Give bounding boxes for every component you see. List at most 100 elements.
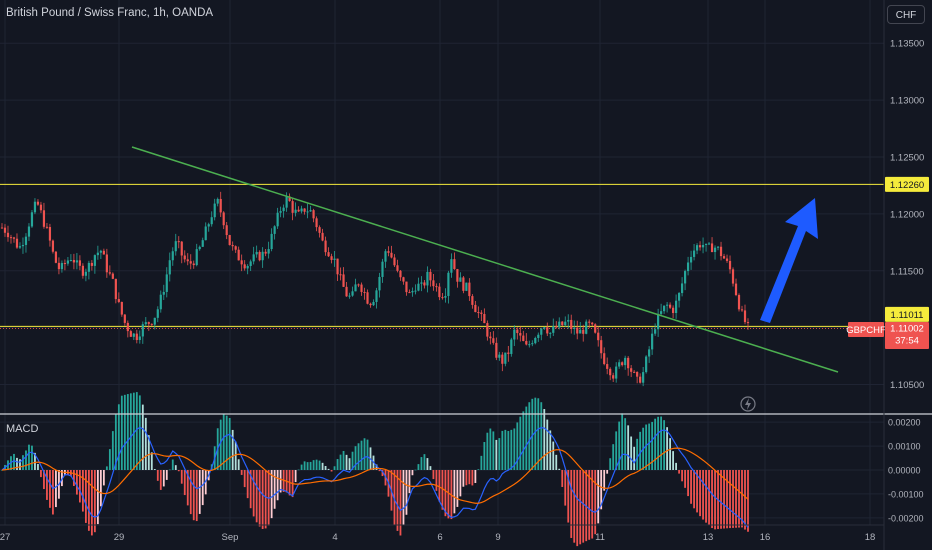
candle-body — [231, 245, 234, 247]
macd-histogram-bar — [240, 470, 243, 475]
macd-histogram-bar — [234, 441, 237, 470]
macd-histogram-bar — [435, 470, 438, 491]
candle-body — [336, 258, 339, 275]
support-badge: 1.11011 — [891, 310, 924, 321]
macd-histogram-bar — [147, 435, 150, 470]
candle-body — [45, 226, 49, 228]
macd-histogram-bar — [381, 470, 384, 477]
candle-body — [695, 245, 699, 251]
candle-body — [680, 283, 684, 294]
macd-histogram-bar — [231, 429, 234, 470]
macd-histogram-bar — [633, 446, 636, 470]
candle-body — [204, 226, 207, 241]
macd-histogram-bar — [138, 395, 141, 470]
trendline[interactable] — [131, 146, 839, 412]
candle-body — [183, 255, 186, 260]
time-tick-label: 18 — [865, 532, 876, 543]
chart-title: British Pound / Swiss Franc, 1h, OANDA — [6, 7, 214, 19]
candle-body — [63, 263, 67, 265]
candle-body — [378, 276, 381, 291]
candle-body — [588, 321, 591, 323]
macd-histogram-bar — [46, 470, 48, 500]
candle-body — [573, 327, 576, 329]
macd-histogram-bar — [432, 470, 435, 480]
candle-body — [722, 256, 726, 259]
candle-body — [486, 323, 489, 337]
macd-histogram-bar — [444, 470, 447, 517]
macd-histogram-bar — [114, 414, 117, 470]
candle-body — [579, 329, 582, 334]
macd-histogram-bar — [375, 464, 378, 470]
candle-body — [648, 349, 651, 357]
macd-histogram-bar — [16, 457, 18, 470]
candle-body — [186, 259, 189, 262]
candle-body — [713, 247, 717, 253]
macd-histogram-bar — [723, 470, 725, 529]
macd-histogram-bar — [489, 428, 492, 470]
candle-body — [597, 332, 600, 341]
candle-body — [507, 352, 510, 354]
macd-histogram-bar — [573, 470, 576, 543]
candle-body — [737, 295, 741, 310]
candle-body — [669, 304, 672, 308]
macd-histogram-bar — [186, 470, 189, 506]
macd-histogram-bar — [741, 470, 743, 528]
macd-histogram-bar — [714, 470, 716, 530]
candle-body — [141, 324, 144, 337]
macd-histogram-bar — [537, 398, 540, 470]
macd-histogram-bar — [13, 453, 15, 470]
candle-body — [42, 210, 46, 227]
macd-histogram-bar — [108, 449, 111, 470]
candle-body — [698, 245, 702, 248]
macd-histogram-bar — [162, 470, 165, 487]
candle-body — [456, 269, 459, 282]
candle-body — [531, 343, 534, 345]
candle-body — [12, 237, 16, 239]
candle-body — [99, 250, 102, 253]
time-tick-label: 16 — [760, 532, 771, 543]
macd-histogram-bar — [471, 470, 474, 486]
macd-histogram-bar — [315, 459, 318, 470]
macd-histogram-bar — [156, 470, 159, 481]
macd-histogram-bar — [243, 470, 246, 488]
macd-histogram-bar — [22, 455, 24, 470]
candle-body — [3, 227, 7, 233]
macd-histogram-bar — [618, 421, 621, 470]
candle-body — [111, 273, 114, 279]
candle-body — [360, 284, 363, 292]
candle-body — [686, 262, 690, 272]
macd-histogram-bar — [555, 454, 558, 470]
macd-histogram-bar — [306, 462, 309, 470]
candle-body — [492, 338, 495, 343]
macd-histogram-bar — [528, 402, 531, 470]
candle-body — [216, 198, 219, 204]
macd-histogram-bar — [396, 470, 399, 531]
macd-histogram-bar — [720, 470, 722, 529]
macd-histogram-bar — [609, 458, 612, 470]
candle-body — [408, 292, 411, 294]
candle-body — [267, 249, 270, 254]
macd-histogram-bar — [258, 470, 261, 527]
candle-body — [528, 344, 531, 346]
macd-histogram-bar — [333, 466, 336, 470]
candle-body — [78, 260, 81, 266]
macd-histogram-bar — [474, 470, 477, 483]
lightning-bolt — [745, 398, 751, 410]
macd-histogram-bar — [441, 470, 444, 510]
macd-histogram-bar — [747, 470, 749, 532]
resistance-badge: 1.12260 — [890, 180, 924, 191]
candle-body — [291, 201, 294, 213]
arrow-annotation[interactable] — [760, 198, 818, 323]
candle-body — [405, 281, 408, 293]
macd-histogram-bar — [702, 470, 704, 520]
macd-histogram-bar — [675, 462, 677, 470]
candle-body — [198, 246, 201, 250]
candle-body — [728, 260, 732, 270]
macd-histogram-bar — [318, 460, 321, 470]
candle-body — [704, 243, 708, 245]
currency-button[interactable]: CHF — [887, 5, 925, 24]
macd-histogram-bar — [627, 425, 630, 470]
macd-histogram-bar — [174, 465, 177, 470]
macd-histogram-bar — [351, 451, 354, 470]
